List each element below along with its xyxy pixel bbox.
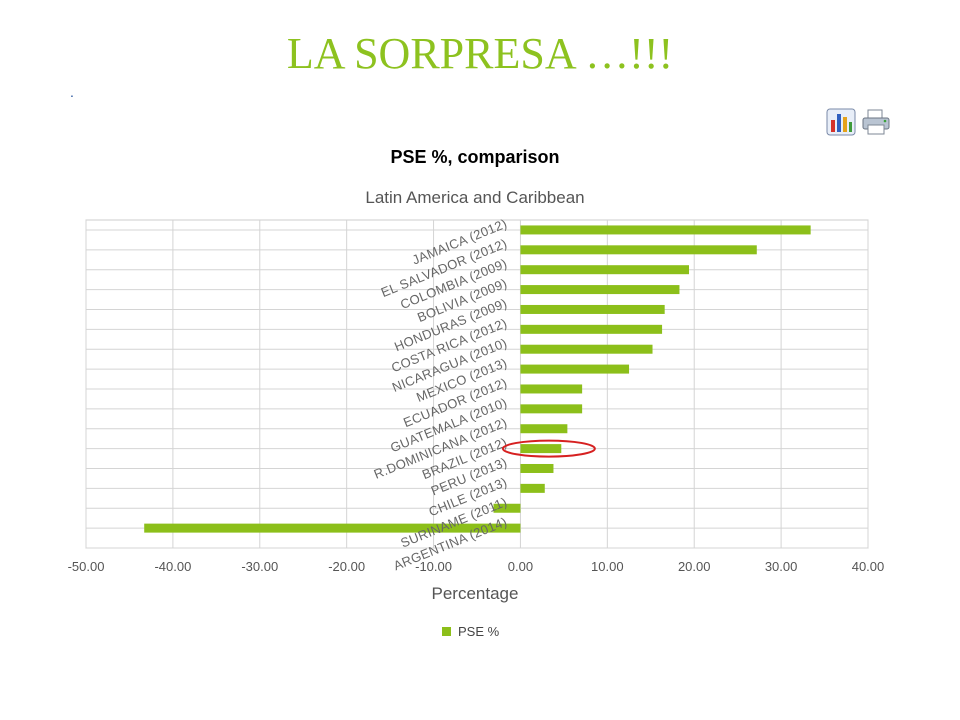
bar bbox=[520, 344, 653, 354]
bar bbox=[520, 265, 690, 275]
slide-title: LA SORPRESA …!!! bbox=[286, 29, 674, 78]
x-tick-label: 0.00 bbox=[508, 559, 533, 574]
x-tick-label: -20.00 bbox=[328, 559, 365, 574]
slide-marker: . bbox=[70, 84, 74, 100]
bar bbox=[520, 225, 811, 235]
plot-area bbox=[85, 219, 869, 549]
x-tick-label: 20.00 bbox=[678, 559, 711, 574]
x-tick-label: 30.00 bbox=[765, 559, 798, 574]
bar bbox=[144, 523, 521, 533]
chart-grid bbox=[85, 219, 869, 549]
bar bbox=[520, 364, 630, 374]
x-tick-label: 40.00 bbox=[852, 559, 885, 574]
bar-chart-icon[interactable] bbox=[826, 108, 856, 136]
chart-subtitle: Latin America and Caribbean bbox=[365, 188, 584, 207]
printer-icon[interactable] bbox=[861, 108, 891, 136]
bar bbox=[520, 463, 554, 473]
chart-title: PSE %, comparison bbox=[390, 147, 559, 167]
legend-swatch bbox=[442, 627, 451, 636]
x-tick-labels: -50.00 -40.00 -30.00 -20.00 -10.00 0.00 10.00 2… bbox=[68, 559, 885, 574]
x-tick-label: -40.00 bbox=[154, 559, 191, 574]
bar bbox=[520, 483, 545, 493]
bar bbox=[493, 503, 521, 513]
bar bbox=[520, 404, 583, 414]
x-tick-label: -10.00 bbox=[415, 559, 452, 574]
bar bbox=[520, 424, 568, 434]
highlight-ellipse bbox=[501, 439, 596, 458]
chart-bars bbox=[144, 225, 811, 533]
bar bbox=[520, 324, 663, 334]
bar bbox=[520, 245, 757, 255]
x-tick-label: 10.00 bbox=[591, 559, 624, 574]
bar bbox=[520, 444, 562, 454]
bar bbox=[520, 304, 665, 314]
bar bbox=[520, 384, 583, 394]
x-tick-label: -30.00 bbox=[241, 559, 278, 574]
legend-label: PSE % bbox=[458, 624, 500, 639]
x-tick-label: -50.00 bbox=[68, 559, 105, 574]
bar bbox=[520, 285, 680, 295]
x-axis-label: Percentage bbox=[432, 584, 519, 603]
